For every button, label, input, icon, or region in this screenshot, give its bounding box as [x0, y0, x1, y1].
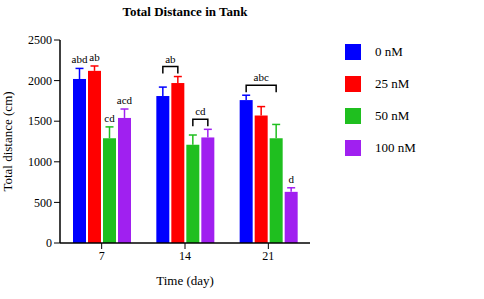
svg-text:1500: 1500: [28, 114, 52, 128]
svg-text:2000: 2000: [28, 74, 52, 88]
html-text:25 nM: 25 nM: [375, 76, 410, 91]
svg-text:21: 21: [262, 249, 274, 263]
svg-text:abc: abc: [254, 71, 269, 83]
svg-text:cd: cd: [104, 112, 115, 124]
svg-text:7: 7: [99, 249, 105, 263]
svg-text:abd: abd: [72, 53, 88, 65]
svg-text:d: d: [288, 173, 294, 185]
svg-text:1000: 1000: [28, 155, 52, 169]
svg-text:acd: acd: [117, 94, 133, 106]
svg-text:500: 500: [34, 196, 52, 210]
svg-text:Total distance (cm): Total distance (cm): [8, 91, 15, 191]
svg-text:Time (day): Time (day): [156, 273, 214, 288]
svg-text:2500: 2500: [28, 33, 52, 47]
svg-text:ab: ab: [89, 51, 100, 63]
svg-text:0: 0: [46, 236, 52, 250]
svg-text:14: 14: [179, 249, 191, 263]
svg-text:cd: cd: [195, 105, 206, 117]
html-text:100 nM: 100 nM: [375, 140, 416, 155]
html-text:0 nM: 0 nM: [375, 44, 403, 59]
html-text:Total Distance in Tank: Total Distance in Tank: [122, 4, 248, 19]
html-text:50 nM: 50 nM: [375, 108, 410, 123]
svg-text:ab: ab: [165, 53, 176, 65]
